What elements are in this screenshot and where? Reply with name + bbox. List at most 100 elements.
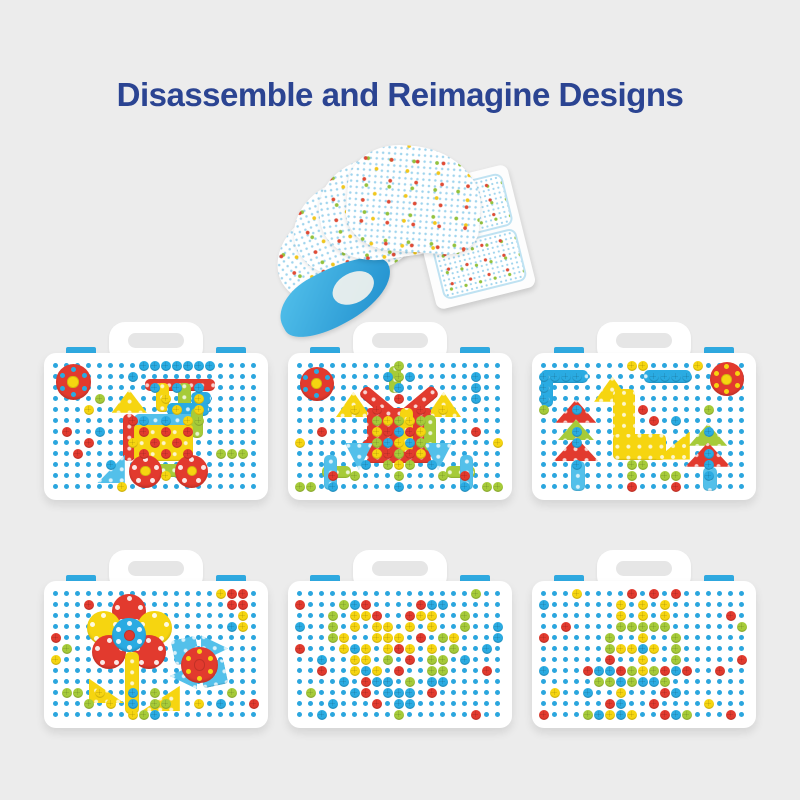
peg-hole: [185, 602, 190, 607]
gear-hole: [197, 675, 203, 681]
gear-hole: [115, 604, 120, 610]
peg-hole: [596, 451, 601, 456]
peg-hole: [563, 484, 568, 489]
peg-hole: [684, 602, 689, 607]
peg-hole: [64, 635, 69, 640]
peg-hole: [86, 668, 91, 673]
peg-hole: [739, 429, 744, 434]
peg-hole: [352, 701, 357, 706]
peg-G: [349, 470, 360, 481]
peg-hole: [739, 440, 744, 445]
peg-B: [404, 698, 415, 709]
peg-B: [382, 371, 393, 382]
peg-hole: [308, 613, 313, 618]
peg-hole: [607, 690, 612, 695]
peg-B: [382, 437, 393, 448]
peg-hole: [607, 591, 612, 596]
peg-B: [703, 470, 714, 481]
peg-hole: [563, 679, 568, 684]
peg-hole: [207, 591, 212, 596]
peg-hole: [385, 484, 390, 489]
peg-hole: [552, 440, 557, 445]
peg-hole: [574, 701, 579, 706]
gear-hole: [126, 596, 132, 602]
peg-hole: [484, 451, 489, 456]
peg-hole: [251, 462, 256, 467]
peg-hole: [440, 363, 445, 368]
peg-hole: [330, 451, 335, 456]
peg-Y: [637, 610, 648, 621]
peg-hole: [363, 712, 368, 717]
peg-hole: [229, 646, 234, 651]
peg-hole: [229, 418, 234, 423]
peg-hole: [451, 624, 456, 629]
peg-hole: [552, 701, 557, 706]
peg-hole: [473, 473, 478, 478]
peg-R: [226, 599, 237, 610]
peg-hole: [541, 646, 546, 651]
case-body: [532, 581, 756, 728]
peg-hole: [229, 473, 234, 478]
peg-hole: [706, 646, 711, 651]
peg-hole: [684, 473, 689, 478]
peg-hole: [152, 668, 157, 673]
peg-hole: [563, 712, 568, 717]
peg-hole: [728, 701, 733, 706]
peg-hole: [108, 451, 113, 456]
peg-G: [382, 459, 393, 470]
peg-hole: [495, 613, 500, 618]
tri-piece: [141, 685, 180, 712]
peg-hole: [97, 451, 102, 456]
peg-hole: [207, 701, 212, 706]
peg-hole: [552, 385, 557, 390]
peg-hole: [251, 646, 256, 651]
design-case-swan-and-trees: [532, 322, 756, 500]
peg-hole: [97, 407, 102, 412]
peg-hole: [574, 602, 579, 607]
peg-hole: [684, 429, 689, 434]
peg-hole: [462, 591, 467, 596]
peg-B: [316, 709, 327, 720]
peg-hole: [297, 701, 302, 706]
peg-hole: [330, 602, 335, 607]
peg-hole: [374, 646, 379, 651]
peg-hole: [218, 385, 223, 390]
peg-hole: [53, 407, 58, 412]
peg-hole: [207, 473, 212, 478]
peg-hole: [418, 624, 423, 629]
peg-hole: [97, 484, 102, 489]
peg-hole: [319, 451, 324, 456]
peg-hole: [462, 635, 467, 640]
peg-hole: [297, 657, 302, 662]
peg-hole: [739, 484, 744, 489]
peg-Y: [371, 632, 382, 643]
peg-hole: [86, 613, 91, 618]
peg-hole: [407, 602, 412, 607]
peg-hole: [585, 396, 590, 401]
peg-G: [670, 654, 681, 665]
gear-hole: [163, 621, 169, 627]
peg-hole: [174, 484, 179, 489]
peg-hole: [207, 407, 212, 412]
peg-hole: [640, 701, 645, 706]
peg-Y: [393, 437, 404, 448]
peg-hole: [429, 701, 434, 706]
peg-hole: [53, 591, 58, 596]
peg-hole: [251, 624, 256, 629]
peg-hole: [418, 657, 423, 662]
peg-G: [626, 470, 637, 481]
peg-hole: [251, 690, 256, 695]
peg-R: [615, 665, 626, 676]
peg-hole: [563, 363, 568, 368]
peg-hole: [119, 712, 124, 717]
gear-hole: [324, 375, 330, 380]
peg-G: [393, 709, 404, 720]
peg-hole: [75, 462, 80, 467]
peg-B: [204, 360, 215, 371]
peg-hole: [330, 679, 335, 684]
peg-hole: [552, 451, 557, 456]
peg-hole: [462, 451, 467, 456]
peg-G: [670, 470, 681, 481]
peg-hole: [251, 396, 256, 401]
peg-B: [426, 459, 437, 470]
